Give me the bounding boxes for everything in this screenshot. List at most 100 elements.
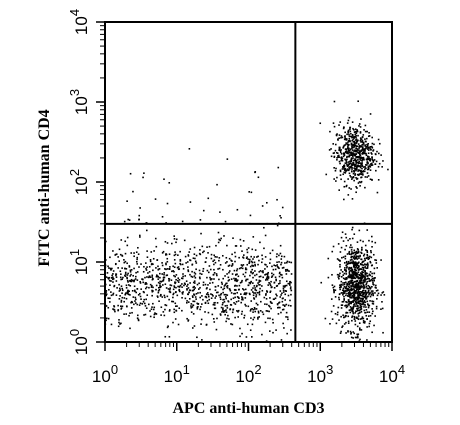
data-point [366, 251, 369, 254]
data-point [351, 274, 353, 276]
data-point [265, 293, 267, 295]
data-point [356, 279, 359, 282]
data-point [348, 276, 350, 279]
data-point [160, 285, 162, 288]
data-point [108, 267, 110, 269]
data-point [368, 156, 370, 158]
data-point [212, 260, 214, 263]
data-point [340, 330, 342, 333]
data-point [358, 273, 361, 276]
data-point [342, 293, 344, 296]
data-point [270, 280, 272, 283]
data-point [366, 318, 368, 320]
data-point [281, 267, 284, 269]
data-point [136, 271, 139, 273]
data-point [275, 279, 277, 282]
data-point [368, 257, 370, 260]
data-point [273, 298, 276, 300]
data-point [289, 299, 291, 302]
data-point [348, 253, 351, 256]
data-point [369, 255, 371, 258]
data-point [346, 151, 349, 153]
data-point [219, 264, 222, 266]
data-point [356, 272, 358, 275]
data-point [249, 308, 252, 311]
data-point [164, 335, 167, 338]
data-point [222, 308, 224, 311]
data-point [164, 283, 167, 286]
data-point [345, 269, 347, 271]
data-point [127, 291, 129, 293]
data-point [198, 269, 201, 272]
data-point [279, 215, 281, 217]
data-point [279, 271, 281, 274]
data-point [368, 157, 370, 160]
data-point [356, 301, 358, 304]
data-point [238, 267, 241, 270]
data-point [355, 269, 358, 272]
data-point [216, 317, 218, 320]
data-point [334, 312, 337, 315]
data-point [194, 276, 197, 279]
data-point [347, 119, 350, 122]
data-point [282, 287, 285, 290]
data-point [236, 269, 238, 272]
data-point [271, 302, 273, 304]
data-point [187, 270, 190, 273]
data-point [352, 281, 355, 284]
data-point [361, 157, 364, 159]
data-point [359, 304, 362, 307]
data-point [355, 290, 358, 292]
data-point [373, 279, 375, 282]
data-point [285, 261, 288, 264]
data-point [264, 268, 266, 270]
data-point [130, 269, 133, 271]
data-point [175, 305, 177, 307]
data-point [197, 305, 199, 308]
data-point [369, 166, 372, 168]
data-point [350, 249, 353, 251]
data-point [139, 282, 142, 284]
data-point [357, 149, 360, 151]
data-point [177, 268, 180, 271]
data-point [142, 176, 144, 179]
data-point [255, 294, 258, 296]
data-point [286, 332, 288, 335]
data-point [227, 300, 229, 302]
data-point [199, 249, 201, 251]
data-point [369, 287, 372, 290]
data-point [268, 304, 270, 307]
data-point [282, 308, 285, 311]
data-point [128, 284, 130, 286]
data-point [143, 265, 145, 268]
data-point [361, 290, 364, 292]
data-point [352, 141, 355, 143]
data-point [354, 165, 356, 168]
data-point [359, 137, 362, 139]
data-point [223, 298, 225, 301]
data-point [373, 324, 375, 327]
data-point [339, 162, 341, 165]
data-point [357, 300, 360, 302]
data-point [372, 253, 375, 256]
data-point [363, 303, 365, 306]
data-point [282, 322, 284, 325]
data-point [221, 283, 224, 285]
data-point [157, 296, 159, 298]
data-point [247, 258, 249, 260]
data-point [364, 152, 366, 155]
data-point [353, 318, 356, 320]
data-point [118, 260, 120, 262]
data-point [119, 276, 122, 279]
data-point [117, 267, 119, 269]
data-point [226, 244, 228, 247]
data-point [241, 288, 244, 290]
data-point [371, 159, 374, 161]
data-point [353, 303, 356, 305]
data-point [371, 158, 373, 160]
data-point [358, 296, 361, 299]
data-point [372, 300, 375, 303]
data-point [365, 152, 367, 155]
data-point [135, 271, 137, 274]
